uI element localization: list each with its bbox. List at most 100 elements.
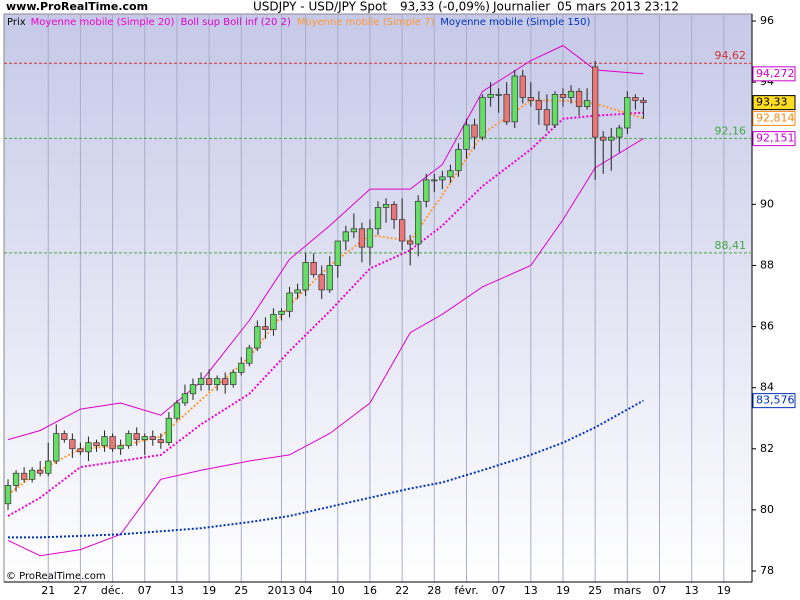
candle-body xyxy=(503,94,510,123)
value-box-label: 92,151 xyxy=(756,132,795,145)
value-box xyxy=(752,110,796,126)
candle-body xyxy=(463,124,470,150)
candle-body xyxy=(181,393,189,404)
candle-body xyxy=(173,402,181,419)
candle-body xyxy=(85,442,92,453)
candle-body xyxy=(149,436,156,440)
y-tick-label: 84 xyxy=(760,381,774,394)
y-tick-label: 78 xyxy=(760,564,774,577)
x-tick-label: 22 xyxy=(395,584,409,597)
candle-body xyxy=(551,94,559,126)
legend-item: Moyenne mobile (Simple 150) xyxy=(440,17,590,28)
x-tick-label: 2013 xyxy=(267,584,295,597)
candle-body xyxy=(592,66,599,138)
x-tick-label: 28 xyxy=(427,584,441,597)
x-tick-label: 13 xyxy=(170,584,184,597)
candle-body xyxy=(205,378,213,385)
candle-body xyxy=(4,485,12,505)
candle-body xyxy=(535,100,543,110)
y-tick-label: 86 xyxy=(760,320,774,333)
candle-body xyxy=(479,97,486,138)
candle-body xyxy=(189,384,197,395)
candle-body xyxy=(77,448,84,453)
x-tick-label: 21 xyxy=(41,584,55,597)
candle-body xyxy=(222,378,229,385)
value-box xyxy=(752,131,796,147)
x-tick-label: 04 xyxy=(299,584,313,597)
y-tick-label: 88 xyxy=(760,258,774,271)
candle-body xyxy=(12,472,20,486)
candle-body xyxy=(37,469,44,474)
legend-item: Prix xyxy=(7,17,26,28)
candle-body xyxy=(238,362,245,373)
candle-body xyxy=(471,124,478,138)
candle-body xyxy=(567,90,575,98)
candle-body xyxy=(487,94,494,98)
value-box xyxy=(752,393,796,409)
candle-body xyxy=(575,90,583,107)
indicator-line xyxy=(7,44,644,441)
x-tick-label: 13 xyxy=(524,584,538,597)
candle-body xyxy=(318,274,325,291)
candle-body xyxy=(53,433,60,462)
candle-body xyxy=(125,433,132,447)
copyright: © ProRealTime.com xyxy=(6,571,106,582)
x-tick-label: 27 xyxy=(73,584,87,597)
candle-body xyxy=(141,436,148,440)
candle-body xyxy=(398,219,406,242)
candle-body xyxy=(600,136,607,141)
candle-body xyxy=(157,439,164,444)
y-tick-label: 96 xyxy=(760,14,774,27)
candle-body xyxy=(616,127,623,138)
candle-body xyxy=(117,445,124,450)
x-tick-label: févr. xyxy=(454,584,478,597)
legend-item: Boll sup Boll inf (20 2) xyxy=(180,17,290,28)
candle-body xyxy=(101,436,108,447)
candle-body xyxy=(61,433,68,440)
x-tick-label: 07 xyxy=(492,584,506,597)
candle-body xyxy=(632,97,639,101)
candle-body xyxy=(583,100,591,107)
candle-body xyxy=(519,75,526,98)
x-tick-label: 07 xyxy=(138,584,152,597)
level-label: 88,41 xyxy=(715,239,747,252)
indicator-line xyxy=(7,138,644,557)
y-tick-label: 90 xyxy=(760,197,774,210)
x-tick-label: 13 xyxy=(685,584,699,597)
x-tick-label: 10 xyxy=(331,584,345,597)
candle-body xyxy=(431,179,438,182)
value-box-label: 94,272 xyxy=(756,67,795,80)
x-tick-label: déc. xyxy=(101,584,124,597)
candle-body xyxy=(366,228,374,248)
value-box xyxy=(752,66,796,82)
candle-body xyxy=(423,179,430,202)
x-tick-label: 16 xyxy=(363,584,377,597)
candle-body xyxy=(640,100,647,103)
candle-body xyxy=(294,289,301,294)
y-tick-label: 80 xyxy=(760,503,774,516)
value-box-label: 93,33 xyxy=(756,96,788,109)
candle-body xyxy=(358,228,366,248)
candle-body xyxy=(29,469,36,480)
candle-body xyxy=(543,109,551,126)
candle-body xyxy=(230,372,237,385)
candle-body xyxy=(197,378,205,385)
period: Journalier xyxy=(492,0,550,14)
candle-body xyxy=(382,204,390,208)
candle-body xyxy=(342,231,349,242)
candle-body xyxy=(270,313,277,330)
value-box xyxy=(752,95,796,111)
candle-body xyxy=(213,378,221,385)
level-label: 92,16 xyxy=(715,124,747,137)
x-tick-label: 19 xyxy=(556,584,570,597)
last-price: 93,33 (-0,09%) xyxy=(400,0,490,14)
x-tick-label: 25 xyxy=(234,584,248,597)
date: 05 mars 2013 23:12 xyxy=(557,0,679,14)
candle-body xyxy=(624,97,631,129)
candle-body xyxy=(278,310,285,315)
candle-body xyxy=(310,262,317,275)
candle-body xyxy=(262,326,269,330)
candle-body xyxy=(495,94,502,96)
candle-body xyxy=(511,75,518,123)
